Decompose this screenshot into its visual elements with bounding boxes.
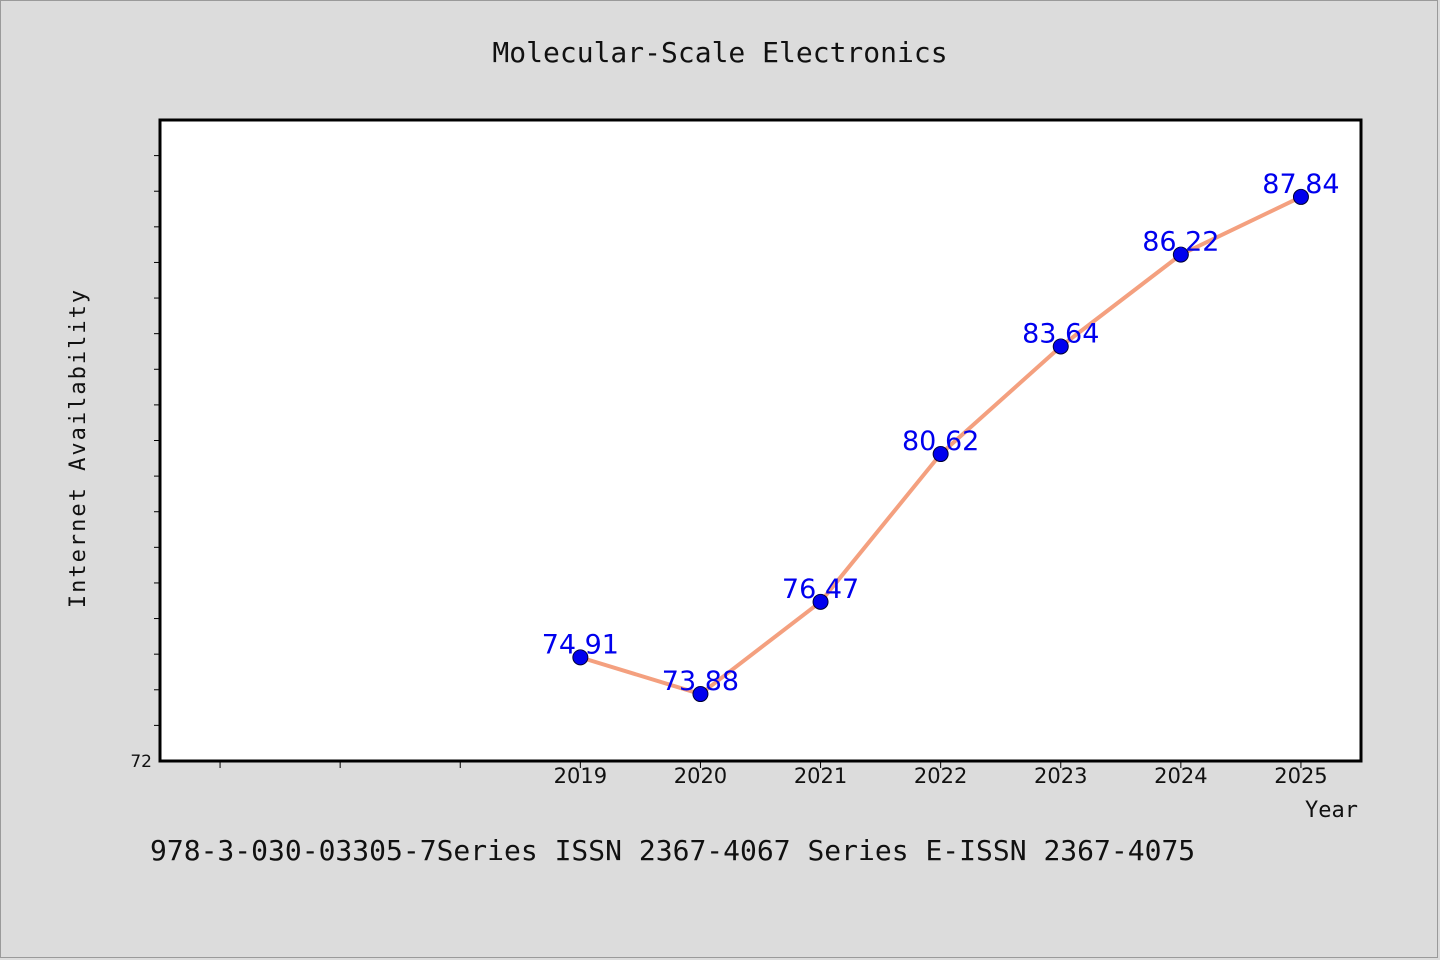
chart-title: Molecular-Scale Electronics — [492, 36, 947, 69]
data-point — [932, 446, 949, 463]
data-label: 83.64 — [1022, 318, 1099, 349]
data-point — [1172, 246, 1189, 263]
x-axis-ticks — [219, 761, 1302, 768]
y-tick-label-72: 72 — [130, 752, 152, 772]
data-label: 86.22 — [1142, 227, 1219, 258]
data-point — [1292, 188, 1309, 205]
x-tick-label: 2023 — [1034, 764, 1087, 788]
data-point — [812, 593, 829, 610]
data-point — [572, 649, 589, 666]
data-markers — [572, 188, 1309, 703]
y-axis-label: Internet Availability — [66, 288, 91, 608]
data-point — [1052, 338, 1069, 355]
data-point — [692, 686, 709, 703]
x-tick-label: 2025 — [1274, 764, 1327, 788]
plot-area — [158, 118, 1363, 763]
data-label: 76.47 — [782, 574, 859, 605]
y-axis-ticks — [154, 155, 160, 726]
x-tick-label: 2022 — [914, 764, 967, 788]
footnote: 978-3-030-03305-7Series ISSN 2367-4067 S… — [150, 834, 1196, 867]
data-label: 74.91 — [542, 629, 619, 660]
x-tick-label: 2020 — [674, 764, 727, 788]
x-axis-label: Year — [1305, 798, 1358, 823]
data-label: 80.62 — [902, 426, 979, 457]
x-axis-tick-labels: 2019 2020 2021 2022 2023 2024 2025 — [554, 764, 1328, 788]
data-labels: 74.91 73.88 76.47 80.62 83.64 86.22 87.84 — [542, 169, 1340, 697]
x-tick-label: 2024 — [1154, 764, 1207, 788]
x-tick-label: 2021 — [794, 764, 847, 788]
data-label: 87.84 — [1262, 169, 1339, 200]
data-label: 73.88 — [662, 666, 739, 697]
x-tick-label: 2019 — [554, 764, 607, 788]
